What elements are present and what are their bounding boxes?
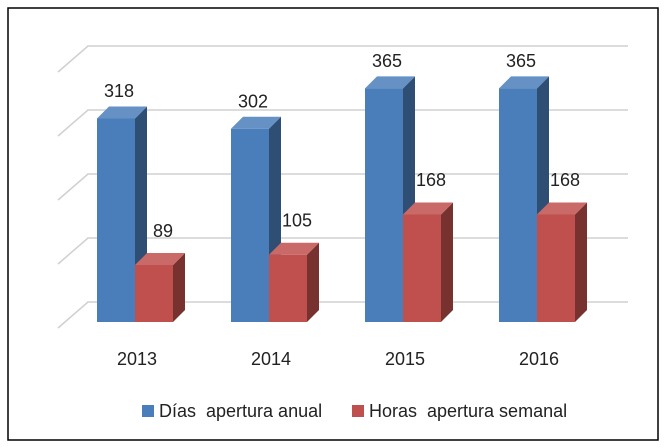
bar-side — [307, 242, 319, 322]
bar-top — [135, 253, 185, 266]
bar — [403, 202, 453, 322]
value-label: 365 — [506, 51, 536, 71]
bar-front — [97, 118, 135, 322]
value-label: 89 — [153, 221, 173, 241]
bar-front — [269, 254, 307, 322]
bar-side — [441, 202, 453, 322]
bar — [269, 242, 319, 322]
bar-top — [537, 202, 587, 215]
bar-top — [269, 242, 319, 255]
grid-line — [57, 173, 628, 201]
bar-top — [499, 76, 549, 89]
bar — [97, 106, 147, 322]
bar-front — [231, 128, 269, 322]
bar — [537, 202, 587, 322]
bar-top — [403, 202, 453, 215]
bar-front — [537, 214, 575, 322]
bar-side — [173, 253, 185, 322]
x-tick-label: 2016 — [519, 349, 559, 369]
bar-side — [575, 202, 587, 322]
legend-swatch — [142, 405, 154, 417]
bar-top — [231, 116, 281, 129]
legend-label: Días apertura anual — [159, 401, 322, 421]
value-label: 365 — [372, 51, 402, 71]
bar-front — [135, 265, 173, 322]
value-label: 105 — [282, 211, 312, 231]
bar-top — [365, 76, 415, 89]
bar-front — [365, 88, 403, 323]
value-label: 318 — [104, 81, 134, 101]
x-tick-label: 2015 — [385, 349, 425, 369]
value-label: 168 — [416, 170, 446, 190]
x-tick-label: 2014 — [251, 349, 291, 369]
bar-top — [97, 106, 147, 119]
value-label: 168 — [550, 170, 580, 190]
grid-line — [57, 45, 628, 73]
value-label: 302 — [238, 91, 268, 111]
x-tick-label: 2013 — [117, 349, 157, 369]
bar-front — [403, 214, 441, 322]
bar-front — [499, 88, 537, 323]
bar — [135, 253, 185, 322]
grid-line — [57, 109, 628, 137]
legend-label: Horas apertura semanal — [369, 401, 567, 421]
legend-swatch — [352, 405, 364, 417]
